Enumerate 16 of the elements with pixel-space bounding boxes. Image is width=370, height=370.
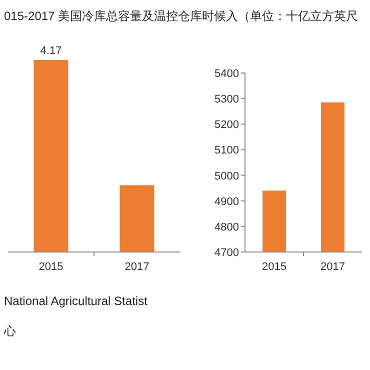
x-tick-label: 2017 xyxy=(320,261,345,273)
x-tick-label: 2015 xyxy=(262,261,286,273)
text: National Agricultural Statist xyxy=(4,294,148,308)
y-tick-label: 4800 xyxy=(214,221,239,234)
y-tick-label: 5300 xyxy=(214,94,239,106)
y-tick-label: 5000 xyxy=(214,170,239,182)
chart-title: 015-2017 美国冷库总容量及温控仓库时候入（单位：十亿立方英尺 xyxy=(4,9,358,23)
data-label: 4.17 xyxy=(40,45,62,57)
x-tick-label: 2017 xyxy=(124,261,150,273)
y-tick-label: 4700 xyxy=(214,247,239,259)
y-tick-label: 4900 xyxy=(214,196,239,208)
y-tick-label: 5400 xyxy=(214,68,239,80)
y-tick-label: 5200 xyxy=(214,119,239,132)
text: 心 xyxy=(3,324,16,338)
y-tick-label: 5100 xyxy=(214,144,239,157)
x-tick-label: 2015 xyxy=(38,261,64,273)
